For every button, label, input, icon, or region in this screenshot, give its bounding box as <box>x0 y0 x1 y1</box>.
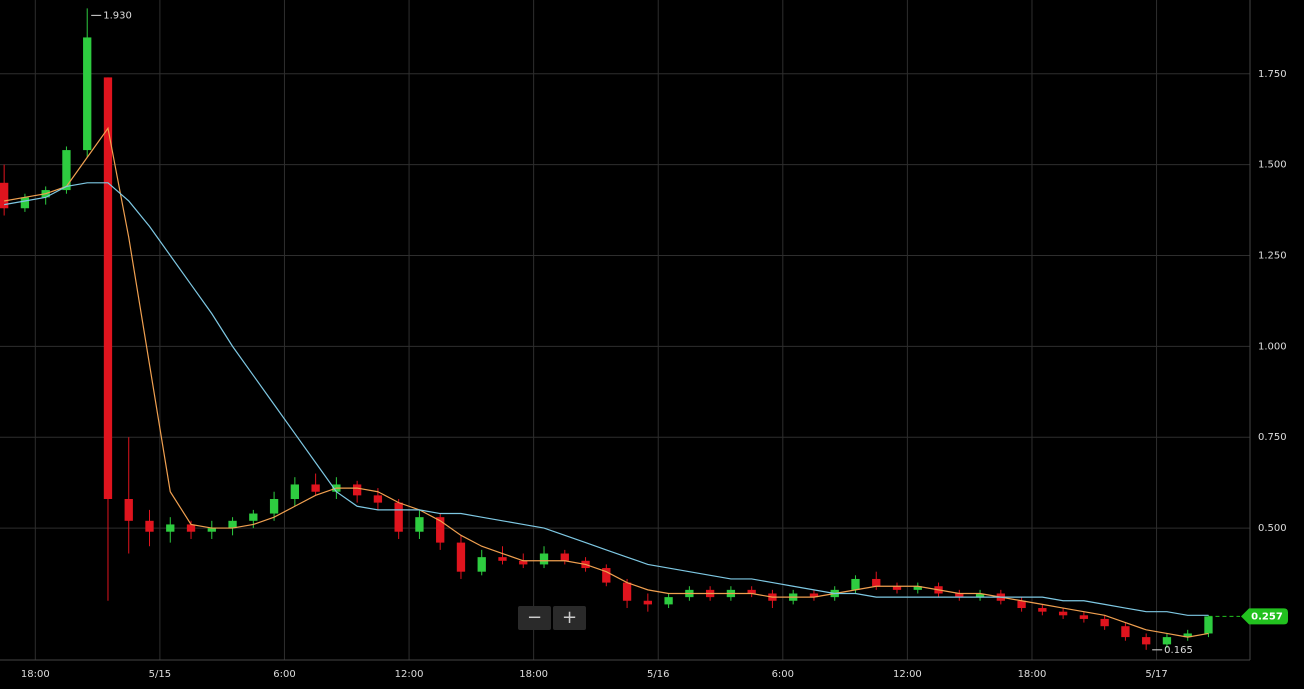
zoom-button-label[interactable]: − <box>527 607 542 628</box>
x-tick-label: 6:00 <box>273 669 295 680</box>
candle-body <box>394 502 403 532</box>
candle-body <box>1058 611 1068 616</box>
zoom-button[interactable] <box>553 606 586 630</box>
candle-body <box>1038 608 1047 612</box>
candle-body <box>166 524 175 532</box>
zoom-button[interactable] <box>518 606 551 630</box>
candle-body <box>539 553 549 565</box>
candle-body <box>415 517 424 532</box>
candle-body <box>1079 615 1089 619</box>
candle-body <box>124 498 133 521</box>
x-tick-label: 12:00 <box>893 669 922 680</box>
y-tick-label: 1.500 <box>1258 160 1287 171</box>
candle-body <box>228 520 237 529</box>
candle-body <box>352 484 362 496</box>
x-tick-label: 5/15 <box>149 669 171 680</box>
candle-body <box>20 197 30 209</box>
y-tick-label: 1.250 <box>1258 250 1287 261</box>
candle-body <box>1100 618 1109 627</box>
candle-body <box>498 557 507 561</box>
candle-body <box>0 182 9 209</box>
candle-body <box>249 513 258 521</box>
x-tick-label: 18:00 <box>519 669 548 680</box>
candle-body <box>872 578 881 587</box>
candle-body <box>560 553 569 561</box>
moving-average-line <box>4 182 1209 616</box>
x-tick-label: 6:00 <box>772 669 794 680</box>
candle-body <box>269 498 279 514</box>
zoom-button-label[interactable]: + <box>562 607 577 628</box>
x-tick-label: 5/17 <box>1145 669 1167 680</box>
last-price-tag <box>1241 608 1288 625</box>
candle-body <box>975 593 985 598</box>
candle-body <box>602 568 611 583</box>
candle-body <box>622 582 632 601</box>
y-tick-label: 0.500 <box>1258 523 1287 534</box>
x-tick-label: 18:00 <box>1018 669 1047 680</box>
candle-body <box>1204 616 1213 634</box>
candle-body <box>103 77 113 499</box>
candle-body <box>809 593 819 598</box>
candle-body <box>1142 637 1151 645</box>
candle-body <box>913 586 922 590</box>
candle-body <box>186 524 196 532</box>
candle-body <box>83 37 92 151</box>
candle-body <box>519 560 528 565</box>
candle-body <box>747 589 756 594</box>
x-tick-label: 5/16 <box>647 669 669 680</box>
candle-body <box>851 578 860 590</box>
x-tick-label: 18:00 <box>21 669 50 680</box>
candle-body <box>1017 600 1026 609</box>
candle-body <box>664 597 673 605</box>
candle-body <box>311 484 320 492</box>
candle-body <box>456 542 466 572</box>
candle-body <box>207 528 216 532</box>
y-tick-label: 1.000 <box>1258 341 1287 352</box>
y-tick-label: 1.750 <box>1258 69 1287 80</box>
moving-average-line <box>4 126 1209 638</box>
candle-body <box>892 586 902 590</box>
candle-body <box>643 600 652 605</box>
candle-body <box>955 593 964 598</box>
candle-body <box>145 520 154 532</box>
candle-body <box>477 557 486 572</box>
last-price-label: 0.257 <box>1251 611 1283 622</box>
candle-body <box>1162 637 1172 645</box>
candle-body <box>1183 633 1192 638</box>
candle-body <box>1121 626 1130 638</box>
min-label: 0.165 <box>1164 645 1193 656</box>
max-label: 1.930 <box>103 10 132 21</box>
y-tick-label: 0.750 <box>1258 432 1287 443</box>
candle-body <box>373 495 383 503</box>
x-tick-label: 12:00 <box>395 669 424 680</box>
candle-body <box>62 150 71 191</box>
candle-body <box>290 484 300 499</box>
candle-body <box>436 517 445 543</box>
